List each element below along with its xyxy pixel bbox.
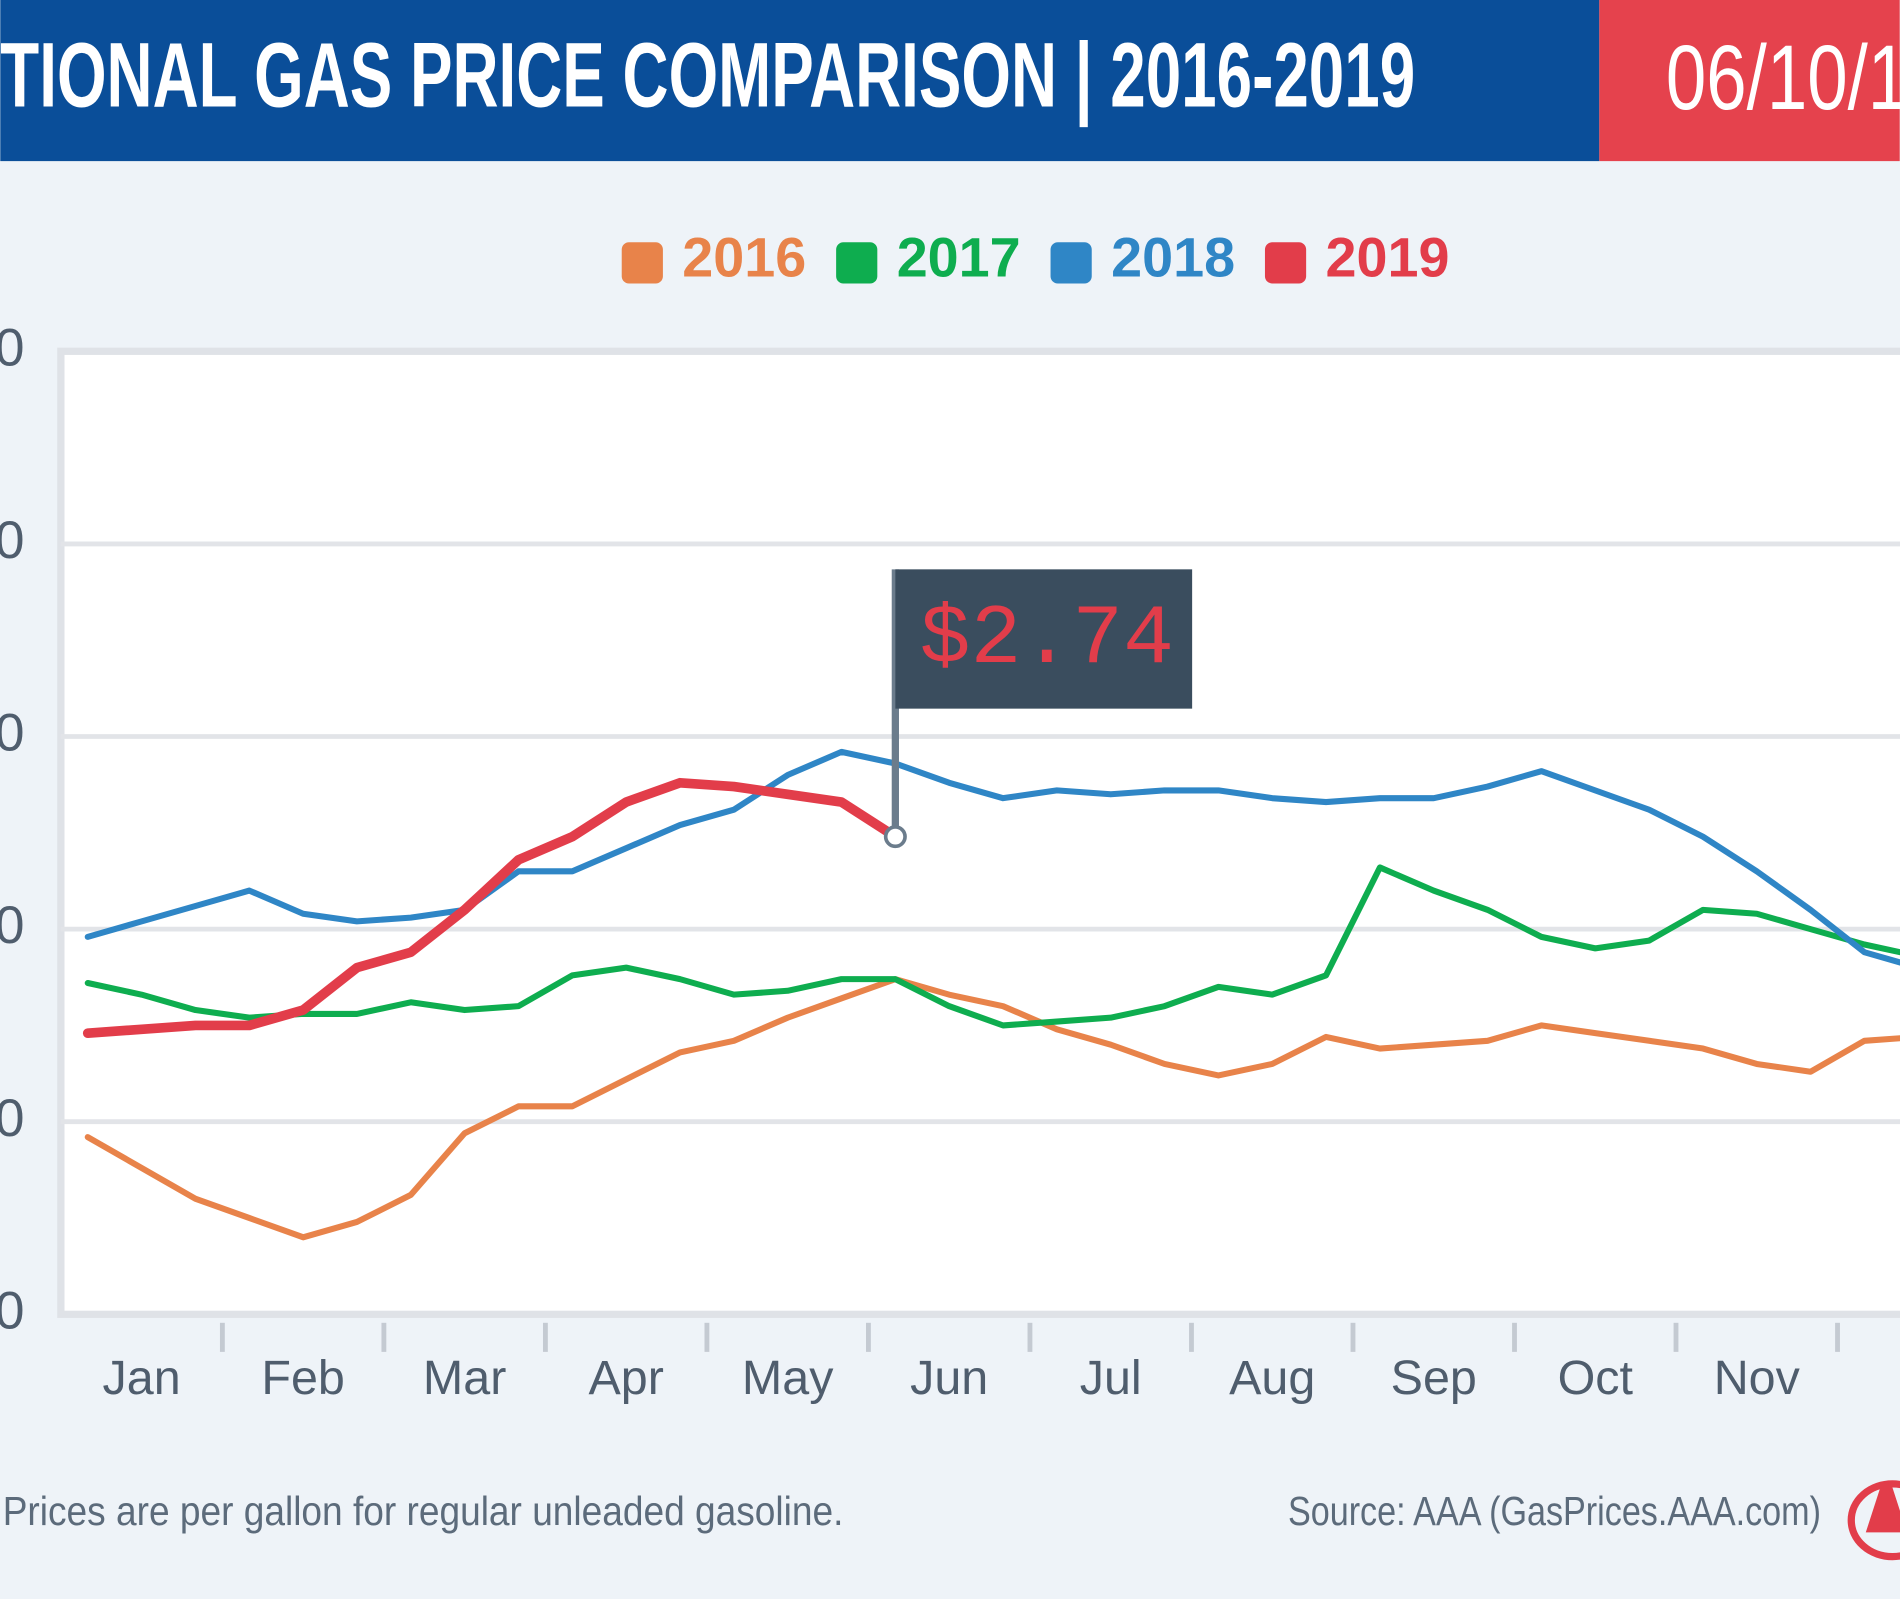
x-tick-label: Oct	[1558, 1351, 1634, 1405]
logo-mark	[1865, 1487, 1900, 1533]
date-bar	[1599, 0, 1900, 162]
legend-label: 2018	[1111, 226, 1235, 288]
x-tick-label: Apr	[588, 1351, 663, 1405]
date: 06/10/1	[1666, 26, 1900, 129]
series-line	[84, 748, 1900, 966]
x-tick-label: Jul	[1080, 1351, 1142, 1405]
value-label: $2.74	[920, 592, 1174, 688]
footnote: Prices are per gallon for regular unlead…	[3, 1488, 844, 1534]
legend-swatch	[836, 242, 878, 284]
legend-swatch	[1264, 242, 1307, 284]
y-tick-label: 0	[0, 1089, 25, 1148]
point-marker	[883, 825, 907, 849]
x-tick-label: May	[742, 1351, 834, 1405]
x-tick-label: Sep	[1391, 1351, 1477, 1405]
plot-lines	[82, 748, 1900, 1241]
plot-area	[57, 347, 1900, 1318]
x-tick-label: Jun	[910, 1351, 988, 1405]
x-tick-label: Aug	[1229, 1351, 1315, 1405]
legend-swatch	[621, 242, 663, 284]
series-line	[82, 777, 901, 1039]
logo-ring	[1847, 1480, 1900, 1561]
source: Source: AAA (GasPrices.AAA.com)	[1288, 1488, 1821, 1534]
series-line	[84, 864, 1900, 1029]
y-tick-label: 0	[0, 704, 25, 763]
x-tick-label: Feb	[261, 1351, 344, 1405]
legend-swatch	[1050, 242, 1092, 284]
legend-label: 2017	[897, 226, 1021, 288]
series-line	[84, 976, 1900, 1241]
flag	[895, 569, 1193, 709]
chart-title: TIONAL GAS PRICE COMPARISON | 2016-2019	[0, 24, 1415, 128]
y-tick-label: 0	[0, 511, 25, 570]
y-tick-label: 0	[0, 318, 25, 377]
x-tick-label: Mar	[423, 1351, 506, 1405]
header-bar	[0, 0, 1600, 162]
legend-label: 2019	[1326, 226, 1450, 288]
x-tick-label: Nov	[1714, 1351, 1801, 1405]
y-tick-label: 0	[0, 896, 25, 955]
y-tick-label: 0	[0, 1281, 25, 1340]
legend-label: 2016	[682, 226, 806, 288]
aaa-logo	[1847, 1480, 1900, 1561]
x-tick-label: Jan	[103, 1351, 181, 1405]
